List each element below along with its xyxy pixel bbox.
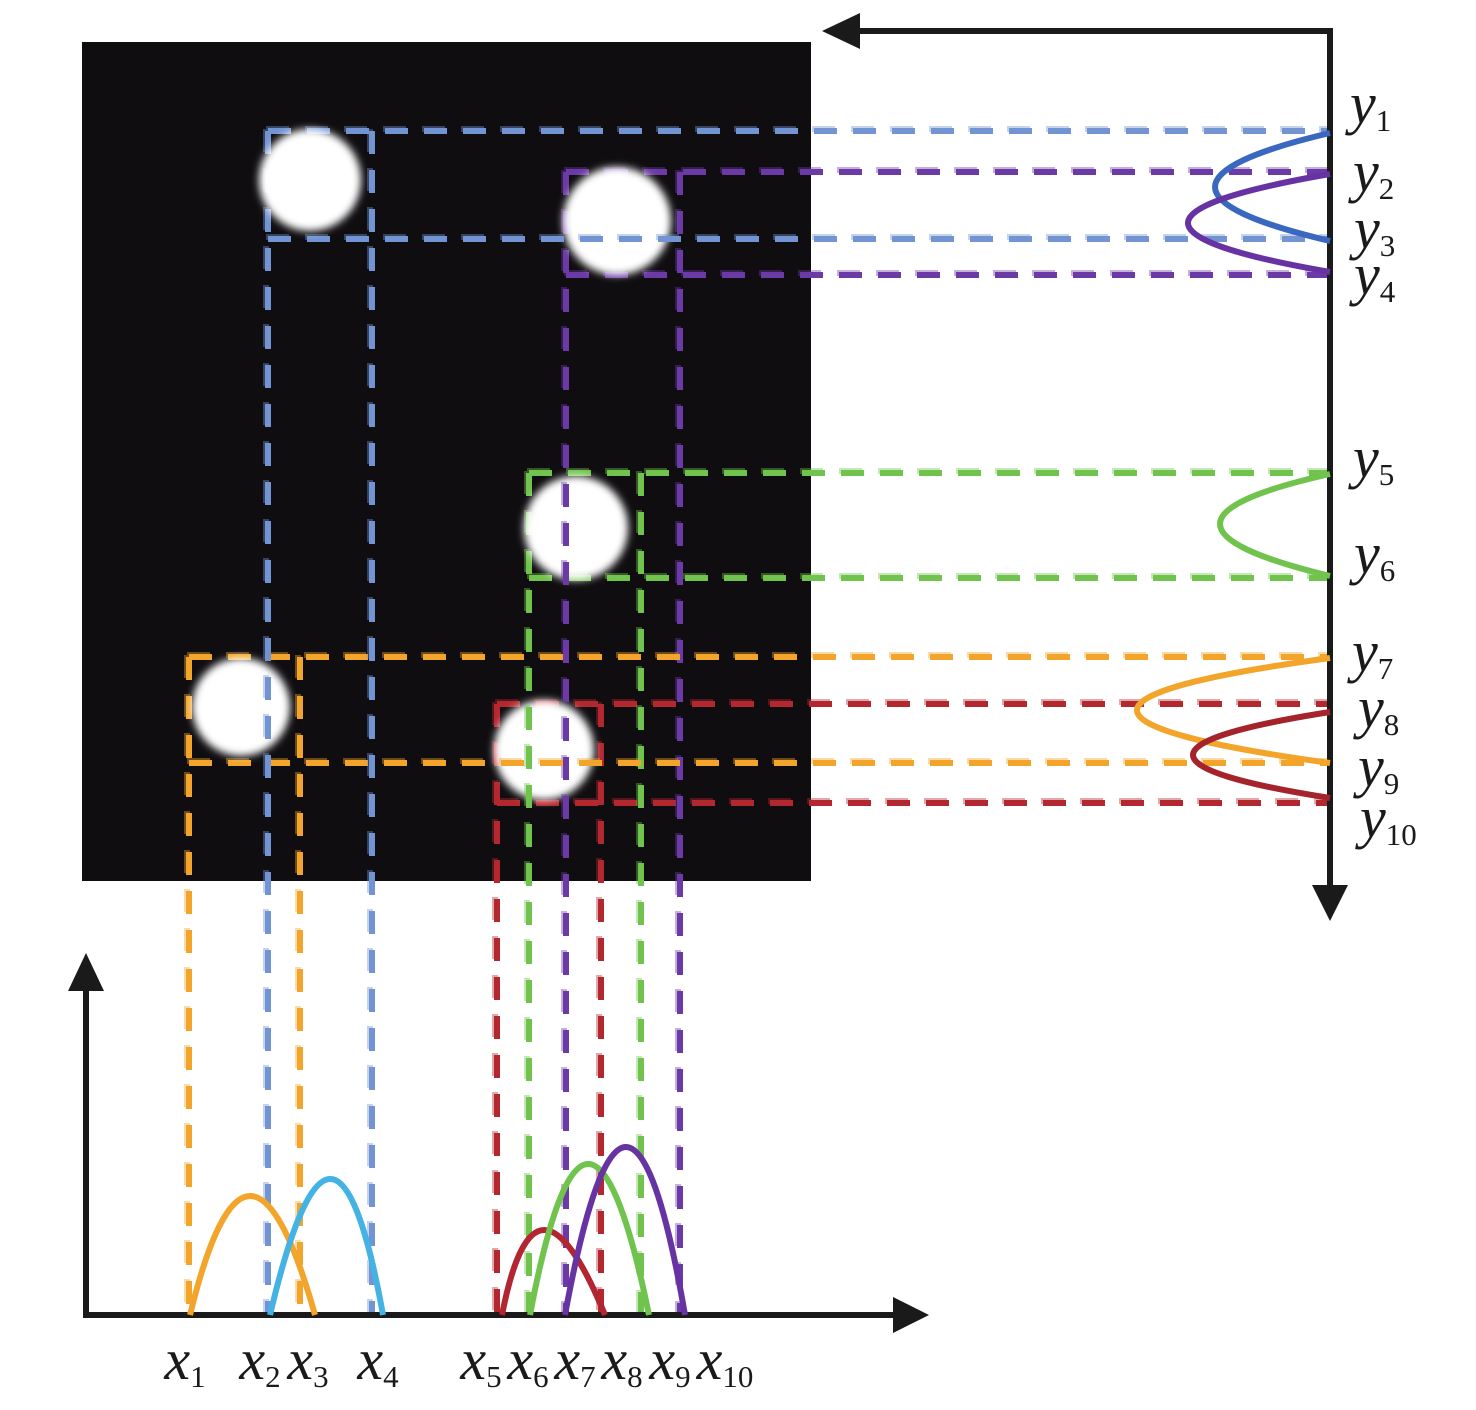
svg-text:y1: y1 <box>1345 71 1391 138</box>
svg-text:y7: y7 <box>1347 619 1393 686</box>
svg-text:x6: x6 <box>506 1327 548 1394</box>
svg-text:x2: x2 <box>238 1327 280 1394</box>
svg-text:y6: y6 <box>1349 521 1395 588</box>
svg-text:x9: x9 <box>648 1327 690 1394</box>
svg-text:y3: y3 <box>1349 196 1395 263</box>
svg-text:x3: x3 <box>286 1327 328 1394</box>
svg-text:x8: x8 <box>600 1327 642 1394</box>
svg-text:x10: x10 <box>696 1327 754 1394</box>
svg-text:x7: x7 <box>553 1327 595 1394</box>
svg-text:x5: x5 <box>459 1327 501 1394</box>
svg-text:y9: y9 <box>1353 734 1399 801</box>
svg-text:y8: y8 <box>1353 675 1399 742</box>
svg-text:y2: y2 <box>1348 139 1394 206</box>
svg-text:y4: y4 <box>1349 242 1396 309</box>
svg-text:y5: y5 <box>1348 425 1394 492</box>
svg-text:x4: x4 <box>356 1327 399 1394</box>
svg-text:y10: y10 <box>1355 785 1417 852</box>
svg-text:x1: x1 <box>163 1327 205 1394</box>
